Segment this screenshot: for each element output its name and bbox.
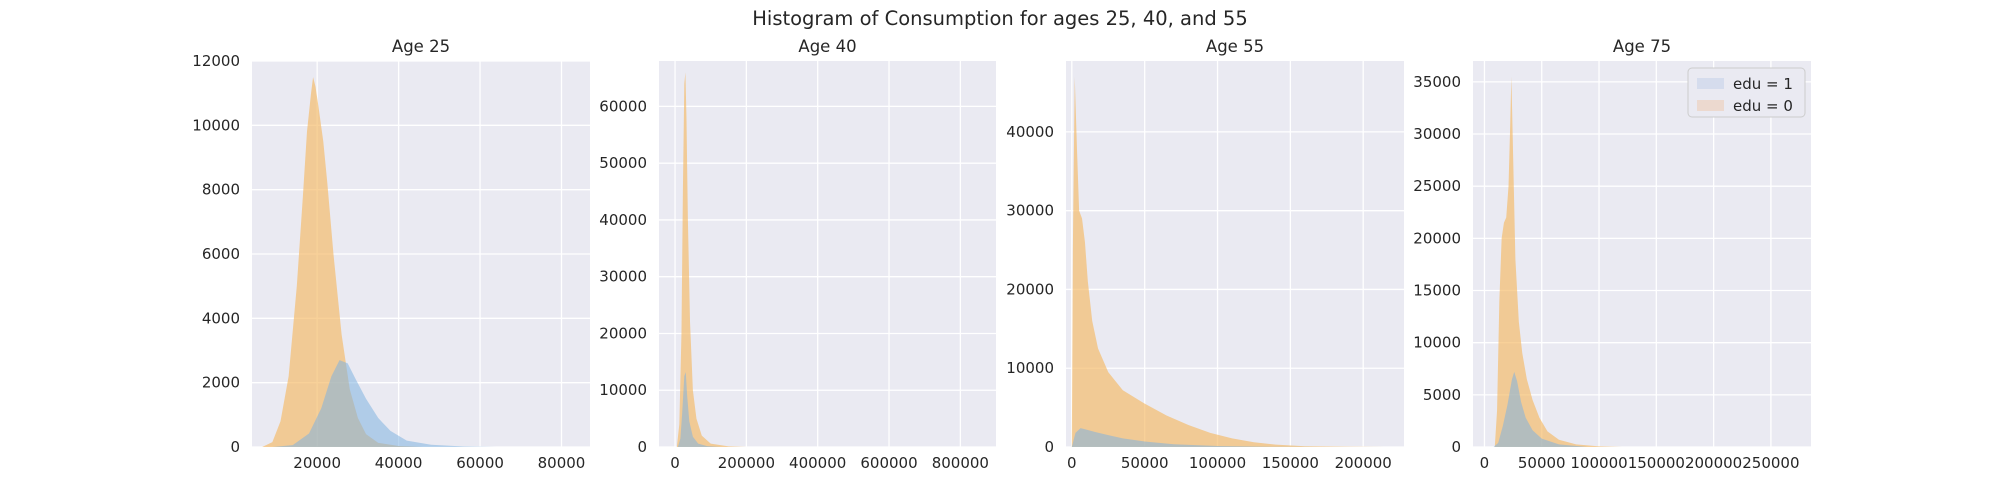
y-tick-label: 20000 bbox=[1006, 280, 1054, 298]
y-tick-label: 0 bbox=[1044, 438, 1054, 456]
y-tick-label: 10000 bbox=[599, 381, 647, 399]
x-tick-label: 100000 bbox=[1189, 454, 1246, 472]
y-tick-label: 40000 bbox=[599, 211, 647, 229]
y-tick-label: 6000 bbox=[202, 245, 240, 263]
plot-area bbox=[659, 61, 996, 447]
x-tick-label: 200000 bbox=[718, 454, 775, 472]
y-tick-label: 50000 bbox=[599, 154, 647, 172]
subplot-title: Age 25 bbox=[392, 37, 450, 56]
legend-label: edu = 1 bbox=[1733, 75, 1793, 93]
y-tick-label: 20000 bbox=[1413, 229, 1461, 247]
x-tick-label: 0 bbox=[1067, 454, 1077, 472]
x-tick-label: 150000 bbox=[1262, 454, 1319, 472]
subplot-title: Age 75 bbox=[1613, 37, 1671, 56]
x-tick-label: 100000 bbox=[1570, 454, 1627, 472]
plot-area bbox=[1473, 61, 1811, 447]
legend: edu = 1 edu = 0 bbox=[1687, 67, 1806, 118]
y-tick-label: 2000 bbox=[202, 374, 240, 392]
x-tick-label: 50000 bbox=[1121, 454, 1169, 472]
y-tick-label: 5000 bbox=[1423, 386, 1461, 404]
series-edu1-histogram bbox=[677, 372, 722, 447]
plot-area bbox=[1066, 61, 1404, 447]
y-tick-label: 8000 bbox=[202, 181, 240, 199]
x-tick-label: 60000 bbox=[456, 454, 504, 472]
series-edu0-histogram bbox=[262, 77, 424, 447]
y-tick-label: 60000 bbox=[599, 97, 647, 115]
legend-patch-edu1 bbox=[1697, 78, 1724, 89]
subplot-title: Age 40 bbox=[798, 37, 856, 56]
y-tick-label: 0 bbox=[1451, 438, 1461, 456]
x-tick-label: 50000 bbox=[1518, 454, 1566, 472]
y-tick-label: 25000 bbox=[1413, 177, 1461, 195]
x-tick-label: 200000 bbox=[1685, 454, 1742, 472]
x-tick-label: 150000 bbox=[1628, 454, 1685, 472]
subplot-1: 20000 40000 60000 80000 0 2000 4000 6000 8000 100… bbox=[192, 37, 590, 472]
legend-label: edu = 0 bbox=[1733, 97, 1793, 115]
series-edu1-histogram bbox=[272, 360, 497, 447]
y-tick-label: 30000 bbox=[599, 268, 647, 286]
y-tick-label: 30000 bbox=[1006, 202, 1054, 220]
y-tick-label: 0 bbox=[637, 438, 647, 456]
series-edu1-histogram bbox=[1071, 428, 1320, 447]
x-tick-label: 800000 bbox=[932, 454, 989, 472]
series-edu0-histogram bbox=[1071, 76, 1386, 447]
series-edu1-histogram bbox=[1493, 371, 1588, 447]
y-tick-label: 10000 bbox=[1006, 359, 1054, 377]
x-tick-label: 0 bbox=[1480, 454, 1490, 472]
x-tick-label: 400000 bbox=[789, 454, 846, 472]
y-tick-label: 20000 bbox=[599, 324, 647, 342]
x-tick-label: 40000 bbox=[375, 454, 423, 472]
subplot-2: 0 200000 400000 600000 800000 0 10000 20000 3000… bbox=[599, 37, 996, 472]
y-tick-label: 0 bbox=[230, 438, 240, 456]
y-tick-label: 30000 bbox=[1413, 125, 1461, 143]
x-tick-label: 80000 bbox=[538, 454, 586, 472]
x-tick-label: 200000 bbox=[1335, 454, 1392, 472]
subplot-title: Age 55 bbox=[1206, 37, 1264, 56]
y-tick-label: 12000 bbox=[192, 52, 240, 70]
x-tick-label: 600000 bbox=[860, 454, 917, 472]
subplot-3: 0 50000 100000 150000 200000 0 10000 20000 30000… bbox=[1006, 37, 1404, 472]
y-tick-label: 10000 bbox=[192, 116, 240, 134]
figure-suptitle: Histogram of Consumption for ages 25, 40… bbox=[752, 7, 1248, 30]
legend-patch-edu0 bbox=[1697, 100, 1724, 111]
x-tick-label: 250000 bbox=[1742, 454, 1799, 472]
x-tick-label: 20000 bbox=[293, 454, 341, 472]
y-tick-label: 4000 bbox=[202, 309, 240, 327]
y-tick-label: 10000 bbox=[1413, 334, 1461, 352]
y-tick-label: 35000 bbox=[1413, 73, 1461, 91]
subplot-4: 0 50000 100000 150000 200000 250000 0 5000 10000… bbox=[1413, 37, 1811, 472]
y-tick-label: 40000 bbox=[1006, 123, 1054, 141]
x-tick-label: 0 bbox=[670, 454, 680, 472]
y-tick-label: 15000 bbox=[1413, 282, 1461, 300]
